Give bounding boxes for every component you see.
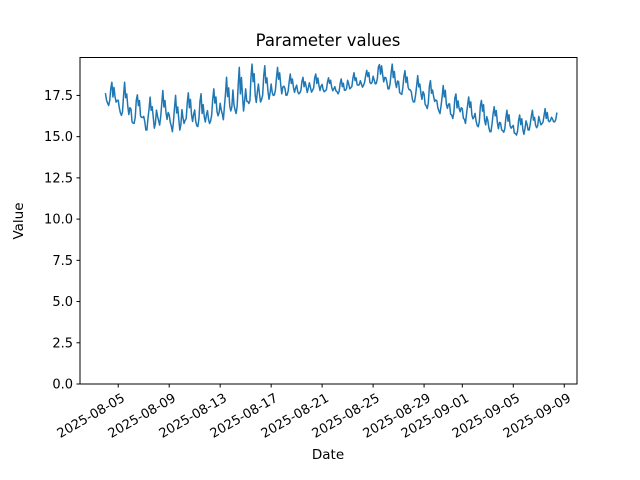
y-tick-label: 17.5: [44, 89, 73, 104]
x-axis-label: Date: [312, 447, 344, 463]
y-tick-label: 5.0: [52, 295, 73, 310]
chart-title: Parameter values: [256, 31, 401, 50]
y-tick-label: 10.0: [44, 213, 73, 228]
axes-frame: [79, 57, 578, 385]
y-tick-label: 7.5: [52, 254, 73, 269]
y-tick-label: 2.5: [52, 336, 73, 351]
y-tick-label: 15.0: [44, 130, 73, 145]
y-axis-ticks: 0.0 2.5 5.0 7.5 10.0 12.5 15.0 17.5: [44, 89, 80, 393]
data-line: [104, 63, 558, 136]
y-tick-label: 12.5: [44, 171, 73, 186]
y-tick-label: 0.0: [52, 378, 73, 393]
x-axis-ticks: 2025-08-052025-08-092025-08-132025-08-17…: [55, 384, 574, 442]
y-axis-label: Value: [11, 202, 27, 239]
